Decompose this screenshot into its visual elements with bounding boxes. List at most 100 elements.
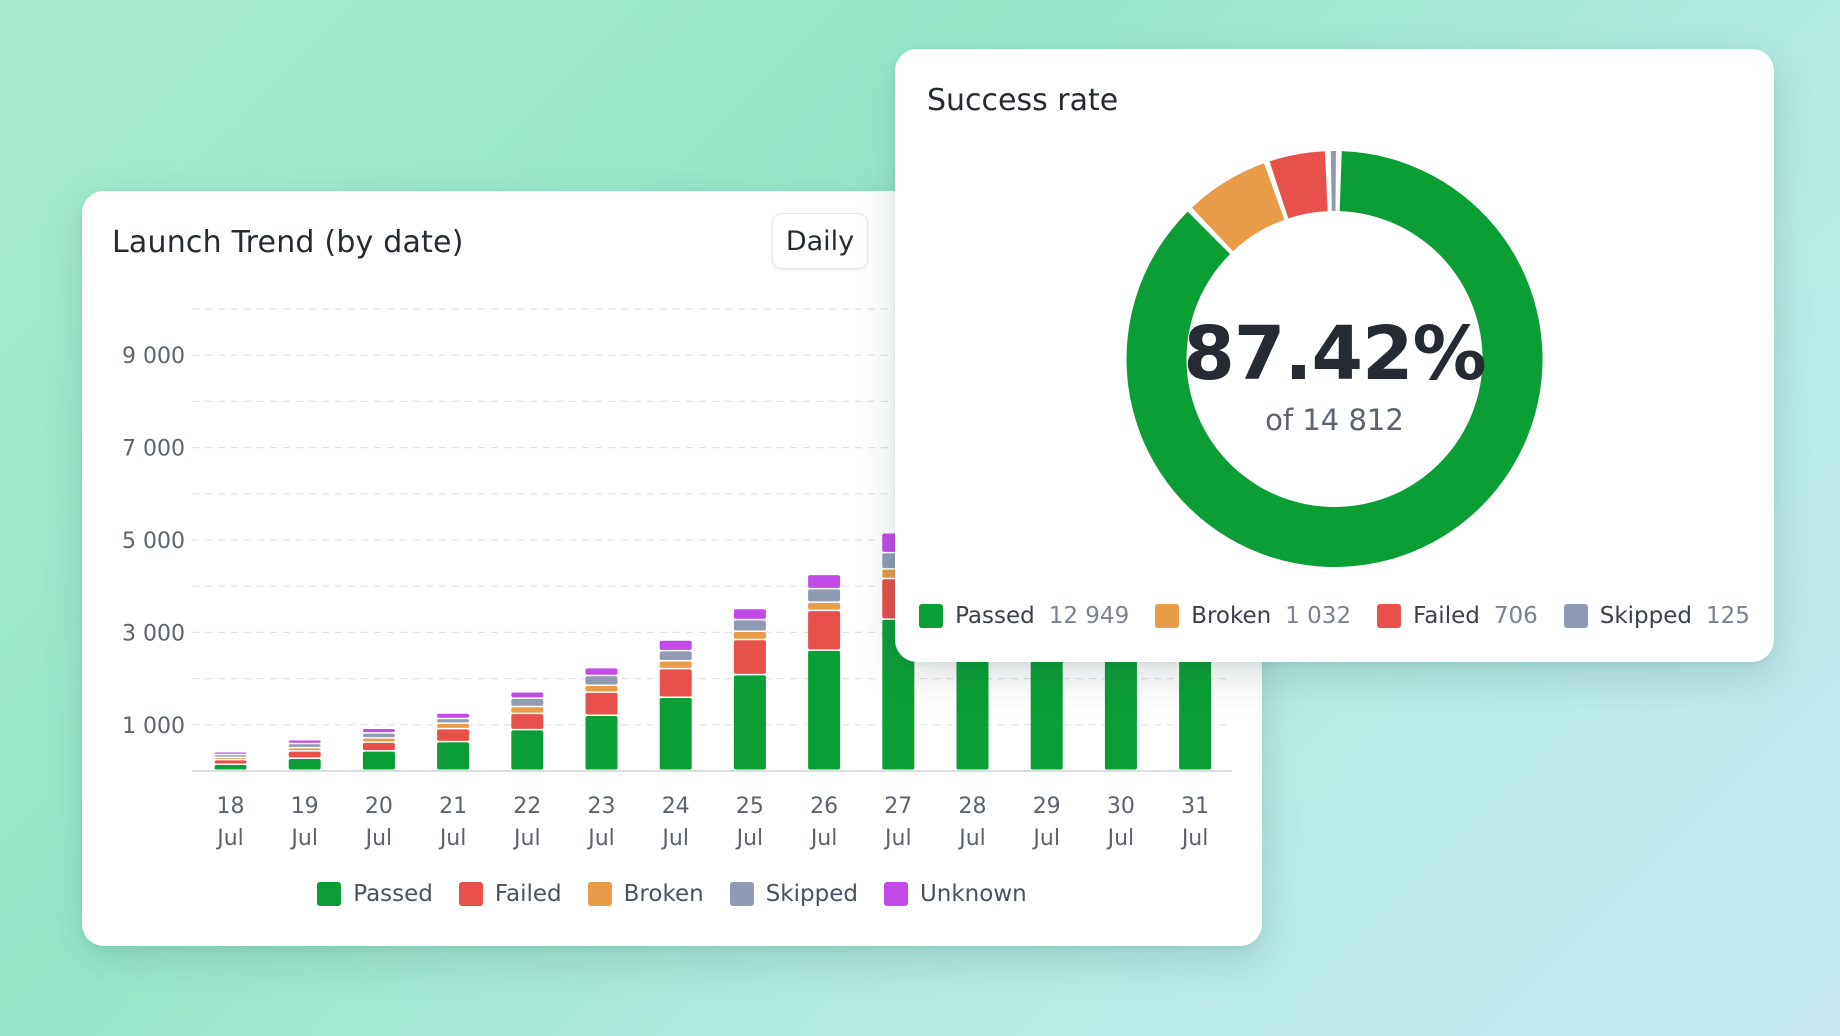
legend-item-passed[interactable]: Passed [317,881,433,907]
x-tick-label: 27 [884,794,912,819]
legend-label: Broken [623,881,704,907]
x-tick-label: 30 [1107,794,1135,819]
bar-segment-passed[interactable] [511,730,544,770]
y-tick-label: 1 000 [122,714,185,739]
bar-segment-broken[interactable] [214,758,247,759]
legend-item-unknown[interactable]: Unknown [883,881,1027,907]
x-tick-label: Jul [883,826,912,851]
x-tick-label: 23 [588,794,616,819]
bar-segment-skipped[interactable] [288,744,321,747]
bar-segment-unknown[interactable] [437,713,470,718]
bar-segment-passed[interactable] [214,764,247,770]
success-legend-item-passed[interactable]: Passed 12 949 [919,603,1129,629]
bar-segment-unknown[interactable] [362,728,395,733]
legend-count: 125 [1706,603,1750,629]
success-rate-card: Success rate 87.42% of 14 812 Passed 12 9… [895,49,1774,662]
x-tick-label: Jul [215,826,244,851]
bar-segment-passed[interactable] [288,758,321,770]
x-tick-label: Jul [660,826,689,851]
success-legend-item-broken[interactable]: Broken 1 032 [1155,603,1351,629]
bar-segment-broken[interactable] [808,602,841,610]
donut-slice-broken[interactable] [1191,163,1285,252]
bar-segment-failed[interactable] [288,751,321,758]
bar-segment-passed[interactable] [585,716,618,770]
legend-swatch [919,604,944,628]
bar-segment-broken[interactable] [511,707,544,713]
bar-segment-passed[interactable] [659,698,692,770]
legend-label: Broken [1191,603,1272,629]
x-tick-label: 29 [1033,794,1061,819]
bar-segment-broken[interactable] [733,631,766,639]
success-rate-percent: 87.42% [1183,311,1486,397]
bar-segment-skipped[interactable] [659,651,692,661]
bar-segment-failed[interactable] [659,669,692,697]
legend-label: Failed [494,881,562,907]
x-tick-label: Jul [1031,826,1060,851]
bar-segment-unknown[interactable] [585,668,618,675]
legend-label: Failed [1413,603,1480,629]
x-tick-label: Jul [809,826,838,851]
legend-label: Skipped [765,881,858,907]
bar-segment-passed[interactable] [808,650,841,770]
bar-segment-passed[interactable] [733,675,766,770]
legend-label: Passed [353,881,433,907]
legend-label: Skipped [1599,603,1693,629]
bar-segment-skipped[interactable] [808,589,841,602]
bar-segment-failed[interactable] [511,714,544,729]
bar-segment-skipped[interactable] [362,733,395,738]
bar-segment-failed[interactable] [733,640,766,674]
bar-segment-broken[interactable] [288,748,321,751]
y-tick-label: 7 000 [122,437,185,462]
legend-item-skipped[interactable]: Skipped [729,881,858,907]
x-tick-label: 24 [662,794,690,819]
bar-segment-unknown[interactable] [214,752,247,754]
bar-segment-skipped[interactable] [585,676,618,685]
bar-segment-skipped[interactable] [733,620,766,631]
bar-segment-skipped[interactable] [511,698,544,706]
donut-slice-failed[interactable] [1269,151,1328,219]
legend-swatch [729,882,754,906]
bar-segment-skipped[interactable] [214,755,247,757]
bar-segment-unknown[interactable] [288,740,321,743]
bar-segment-failed[interactable] [808,611,841,650]
bar-segment-unknown[interactable] [808,575,841,588]
bar-segment-failed[interactable] [214,760,247,764]
bar-segment-unknown[interactable] [511,692,544,698]
legend-item-failed[interactable]: Failed [458,881,562,907]
bar-segment-broken[interactable] [585,685,618,692]
legend-swatch [587,882,612,906]
x-tick-label: 28 [959,794,987,819]
success-legend-item-failed[interactable]: Failed 706 [1377,603,1538,629]
success-legend-item-skipped[interactable]: Skipped 125 [1563,603,1750,629]
bar-segment-passed[interactable] [437,742,470,770]
legend-swatch [317,882,342,906]
bar-segment-passed[interactable] [362,751,395,770]
bar-segment-failed[interactable] [362,742,395,751]
x-tick-label: 22 [513,794,541,819]
x-tick-label: 21 [439,794,467,819]
x-tick-label: Jul [1106,826,1135,851]
bar-segment-broken[interactable] [362,738,395,742]
bar-segment-failed[interactable] [585,692,618,715]
legend-item-broken[interactable]: Broken [587,881,704,907]
legend-count: 1 032 [1285,603,1352,629]
legend-label: Passed [955,603,1035,629]
x-tick-label: Jul [957,826,986,851]
x-tick-label: Jul [735,826,764,851]
x-tick-label: Jul [438,826,467,851]
bar-segment-unknown[interactable] [733,609,766,619]
x-tick-label: 31 [1181,794,1209,819]
legend-count: 12 949 [1048,603,1130,629]
success-rate-donut [1126,151,1543,567]
bar-segment-broken[interactable] [437,723,470,728]
bar-segment-unknown[interactable] [659,640,692,650]
period-daily-button[interactable]: Daily [772,213,868,269]
bar-segment-broken[interactable] [659,661,692,668]
bar-segment-failed[interactable] [437,729,470,741]
y-tick-label: 5 000 [122,529,185,554]
x-tick-label: 26 [810,794,838,819]
y-tick-label: 9 000 [122,344,185,369]
bar-segment-skipped[interactable] [437,719,470,723]
donut-slice-skipped[interactable] [1330,151,1336,212]
success-rate-total: of 14 812 [1265,403,1404,437]
